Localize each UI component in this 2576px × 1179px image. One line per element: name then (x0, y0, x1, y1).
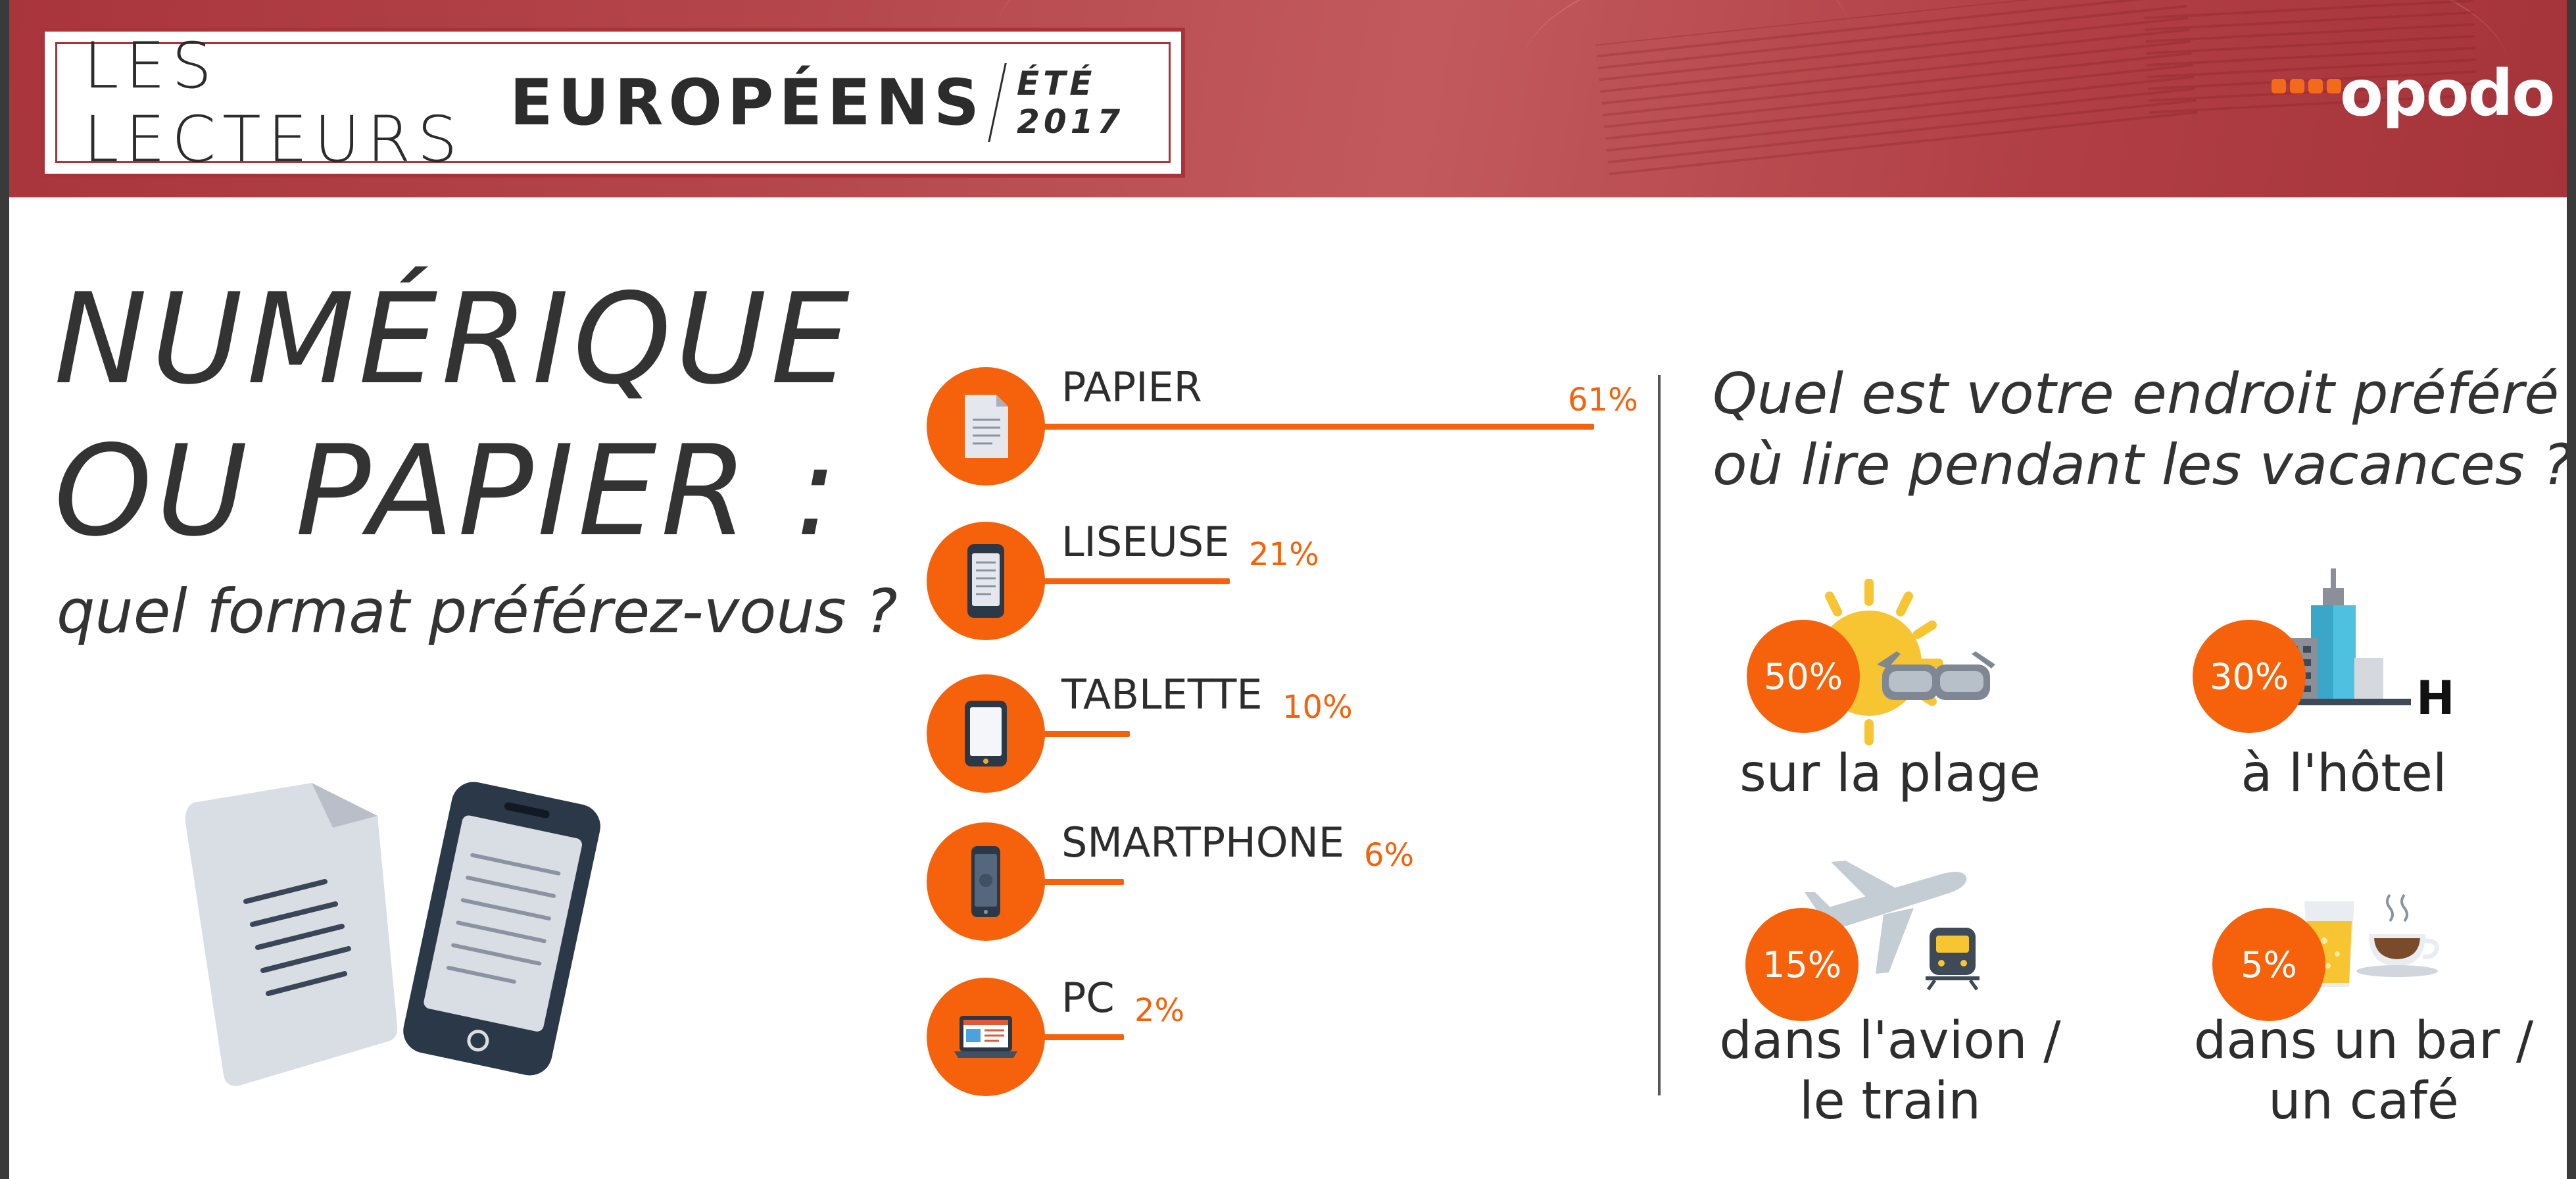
place-value-plane-train: 15% (1745, 908, 1859, 1021)
logo-dots (2272, 79, 2341, 93)
ereader-device-icon (403, 782, 600, 1076)
bar-smartphone (1038, 879, 1124, 885)
bar-row: PAPIER 61% (927, 363, 1683, 486)
infographic-frame: LES LECTEURS EUROPÉENS ÉTÉ 2017 opodo NU… (9, 0, 2567, 1179)
place-value-bar-cafe: 5% (2212, 908, 2325, 1021)
bar-row: PC 2% (927, 974, 1683, 1096)
headline-line2: OU PAPIER : (54, 418, 842, 564)
bar-value-papier: 61% (1568, 382, 1638, 418)
title-bold-text: EUROPÉENS (509, 66, 985, 139)
place-label-line1: à l'hôtel (2241, 744, 2447, 803)
bar-value-liseuse: 21% (1249, 536, 1319, 573)
place-label-line2: un café (2268, 1072, 2459, 1131)
place-label-beach: sur la plage (1693, 743, 2087, 804)
paper-document-icon (185, 783, 398, 1086)
place-plane-train: 15% dans l'avion / le train (1693, 855, 2087, 1138)
place-label-line2: le train (1799, 1072, 1981, 1131)
bar-label-tablette: TABLETTE (1061, 670, 1263, 718)
places-question: Quel est votre endroit préféré où lire p… (1713, 359, 2567, 501)
bar-row: LISEUSE 21% (927, 518, 1683, 640)
place-label-plane-train: dans l'avion / le train (1693, 1011, 2087, 1132)
bar-tablette (1038, 731, 1130, 737)
place-label-line1: dans l'avion / (1719, 1011, 2061, 1070)
smartphone-icon (927, 822, 1045, 941)
paper-and-ereader-illustration (185, 782, 600, 1086)
place-hotel: H 30% à l'hôtel (2147, 566, 2541, 842)
bar-row: TABLETTE 10% (927, 670, 1683, 793)
opodo-logo: opodo (2272, 57, 2555, 138)
title-date: ÉTÉ 2017 (1017, 64, 1125, 141)
place-value-hotel: 30% (2193, 620, 2306, 733)
question-line1: Quel est votre endroit préféré (1713, 361, 2560, 427)
title-box: LES LECTEURS EUROPÉENS ÉTÉ 2017 (41, 28, 1185, 178)
place-value-beach: 50% (1747, 620, 1860, 733)
place-label-bar-cafe: dans un bar / un café (2166, 1011, 2561, 1132)
headline-subtitle: quel format préférez-vous ? (57, 576, 898, 647)
bar-label-smartphone: SMARTPHONE (1061, 818, 1345, 866)
bar-label-pc: PC (1061, 974, 1115, 1022)
place-beach: 50% sur la plage (1693, 566, 2087, 842)
bar-value-smartphone: 6% (1364, 837, 1415, 874)
place-label-line1: sur la plage (1739, 744, 2041, 803)
place-label-hotel: à l'hôtel (2147, 743, 2541, 804)
logo-text: opodo (2340, 57, 2555, 130)
e-reader-icon (927, 522, 1045, 640)
header-banner: LES LECTEURS EUROPÉENS ÉTÉ 2017 opodo (9, 0, 2567, 197)
place-bar-cafe: 5% dans un bar / un café (2166, 855, 2561, 1138)
title-inner-frame: LES LECTEURS EUROPÉENS ÉTÉ 2017 (55, 29, 1171, 176)
laptop-icon (927, 978, 1045, 1096)
bar-label-liseuse: LISEUSE (1061, 518, 1230, 566)
place-label-line1: dans un bar / (2193, 1011, 2534, 1070)
bar-value-pc: 2% (1134, 992, 1185, 1029)
hotel-h-sign: H (2416, 671, 2455, 725)
bar-pc (1038, 1034, 1124, 1040)
title-slash (988, 63, 1007, 142)
tablet-icon (927, 674, 1045, 793)
bar-value-tablette: 10% (1282, 689, 1353, 726)
plane-train-icon (1805, 861, 1980, 991)
bar-label-papier: PAPIER (1061, 363, 1202, 411)
document-icon (927, 367, 1045, 486)
section-divider (1658, 375, 1661, 1095)
bar-row: SMARTPHONE 6% (927, 818, 1683, 941)
title-light-text: LES LECTEURS (84, 29, 464, 176)
bar-papier (1038, 424, 1594, 430)
question-line2: où lire pendant les vacances ? (1713, 432, 2567, 498)
bar-liseuse (1038, 578, 1230, 584)
headline-line1: NUMÉRIQUE (54, 266, 854, 412)
